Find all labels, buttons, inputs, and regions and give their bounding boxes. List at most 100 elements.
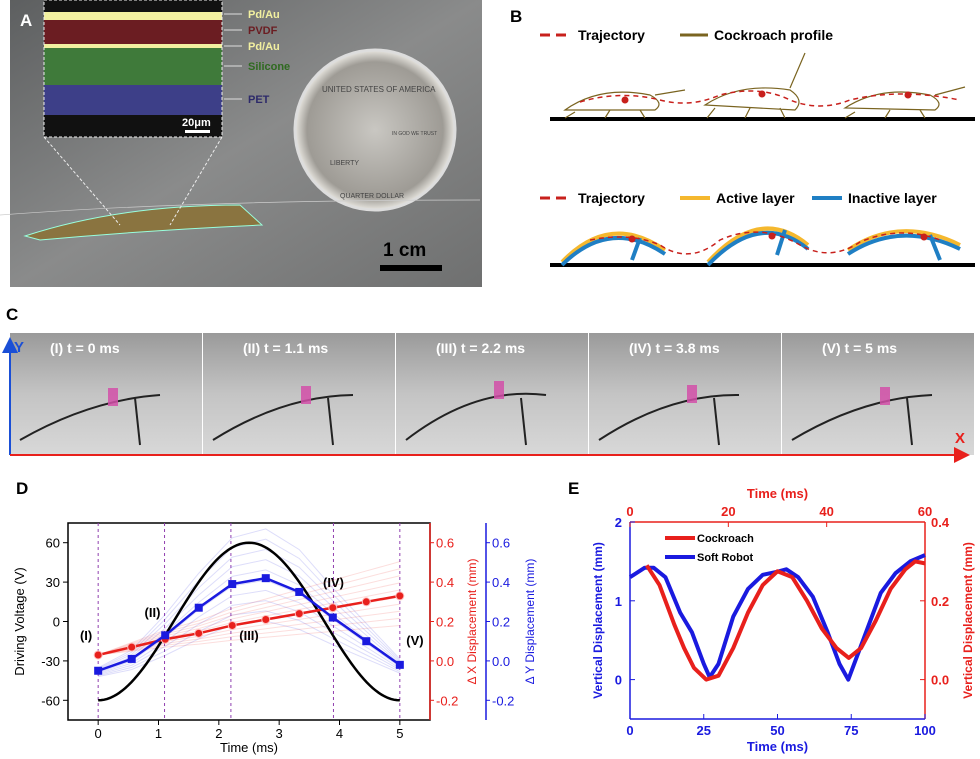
frame-label: (V) t = 5 ms <box>822 340 897 356</box>
data-point <box>127 642 137 652</box>
trial-line-x <box>97 561 400 656</box>
layer-labels: Pd/Au PVDF Pd/Au Silicone PET <box>224 9 290 106</box>
data-point <box>361 597 371 607</box>
trial-line-y <box>98 579 401 674</box>
video-frame <box>396 333 588 455</box>
center-dot <box>768 232 776 240</box>
y-tick-label: 2 <box>615 515 622 530</box>
y-tick-label: 0.6 <box>436 536 454 551</box>
y-tick-label: 0.2 <box>931 594 949 609</box>
data-point <box>395 591 405 601</box>
chart-d: 0 1 2 3 4 5 Time (ms) -60 -30 0 30 60 Driving Voltag… <box>12 522 537 755</box>
coin-text: UNITED STATES OF AMERICA <box>322 85 436 94</box>
center-dot <box>758 90 766 98</box>
sem-inset: 20μm <box>43 0 223 138</box>
frame-label: (II) t = 1.1 ms <box>243 340 328 356</box>
panel-label-b: B <box>510 7 522 26</box>
ground-line <box>550 263 975 267</box>
frame-label: (IV) t = 3.8 ms <box>629 340 720 356</box>
data-point <box>127 654 136 663</box>
x-tick-label: 2 <box>215 726 222 741</box>
trial-line-x <box>98 582 400 656</box>
trial-line-y <box>98 589 401 675</box>
data-point <box>362 637 371 646</box>
legend-label: Soft Robot <box>697 552 754 564</box>
phase-label: (V) <box>406 633 423 648</box>
data-point <box>261 615 271 625</box>
center-dot <box>621 96 629 104</box>
layer-label: Pd/Au <box>248 41 280 53</box>
series-cockroach <box>645 559 926 682</box>
layer-label: PET <box>248 94 270 106</box>
y-tick-label: -0.2 <box>436 693 458 708</box>
data-point <box>395 660 404 669</box>
data-point <box>328 613 337 622</box>
legend-inactive: Inactive layer <box>848 190 937 206</box>
data-point <box>227 620 237 630</box>
data-point <box>228 580 237 589</box>
trial-line-y <box>98 600 401 676</box>
data-point <box>261 574 270 583</box>
tracking-marker <box>301 386 311 404</box>
y-axis-label: Y <box>14 339 24 356</box>
x-tick-label: 25 <box>697 723 711 738</box>
phase-label: (IV) <box>323 575 344 590</box>
y-tick-label: -30 <box>41 654 60 669</box>
trial-line-x <box>98 575 400 656</box>
x-tick-label: 0 <box>95 726 102 741</box>
y-tick-label: 0.4 <box>436 575 454 590</box>
quarter-coin <box>293 48 457 212</box>
y-tick-label: 0.4 <box>931 515 950 530</box>
x-tick-label: 5 <box>396 726 403 741</box>
y-axis-title-right: Vertical Displacement (mm) <box>961 542 975 699</box>
center-dot <box>904 91 912 99</box>
scale-bar <box>380 265 442 271</box>
data-point <box>294 609 304 619</box>
panel-a: A UNITED STATES OF AMERICA LIBERTY QUART… <box>0 0 482 287</box>
x-tick-label: 3 <box>276 726 283 741</box>
data-point <box>328 603 338 613</box>
y-tick-label: -60 <box>41 693 60 708</box>
phase-label: (II) <box>145 605 161 620</box>
y-tick-label: 30 <box>46 575 60 590</box>
layer-label: PVDF <box>248 25 278 37</box>
y-tick-label: 1 <box>615 594 622 609</box>
panel-b: B Trajectory Cockroach profile Trajector… <box>510 7 975 267</box>
coin-text: IN GOD WE TRUST <box>392 131 437 137</box>
y-tick-label: 0.0 <box>492 654 510 669</box>
data-point <box>94 666 103 675</box>
wire <box>0 199 481 216</box>
x-tick-label: 40 <box>819 504 833 519</box>
robot-silhouette <box>598 393 740 446</box>
x-tick-label: 20 <box>721 504 735 519</box>
robot-silhouette <box>19 394 161 446</box>
panel-d: D 0 1 2 3 4 5 Time (ms) -60 -30 0 30 60 Driving Volt… <box>12 479 537 755</box>
y-axis-title: Δ X Displacement (mm) <box>465 558 479 684</box>
data-point <box>295 587 304 596</box>
y-tick-label: 0.2 <box>436 615 454 630</box>
y-tick-label: 0 <box>53 615 60 630</box>
trajectory-bottom <box>589 231 941 255</box>
zoom-lines <box>43 136 223 226</box>
x-tick-label: 0 <box>626 723 633 738</box>
y-axis-title-left: Vertical Displacement (mm) <box>591 542 605 699</box>
x-tick-label: 1 <box>155 726 162 741</box>
x-tick-label: 50 <box>770 723 784 738</box>
y-tick-label: 0.0 <box>436 654 454 669</box>
trial-line-x <box>98 603 400 656</box>
legend-active: Active layer <box>716 190 795 206</box>
frame-label: (III) t = 2.2 ms <box>436 340 525 356</box>
y-axis-title: Driving Voltage (V) <box>12 567 27 675</box>
inset-scale-bar <box>185 130 210 133</box>
y-tick-label: 60 <box>46 536 60 551</box>
series-line-right1 <box>97 594 401 657</box>
x-axis-title: Time (ms) <box>220 740 278 755</box>
video-frame <box>203 333 395 455</box>
ground-line <box>550 117 975 121</box>
data-point <box>161 631 170 640</box>
y-tick-label: 0.2 <box>492 615 510 630</box>
phase-label: (I) <box>80 628 92 643</box>
layer-label: Silicone <box>248 61 290 73</box>
series-driving-voltage <box>98 541 400 702</box>
